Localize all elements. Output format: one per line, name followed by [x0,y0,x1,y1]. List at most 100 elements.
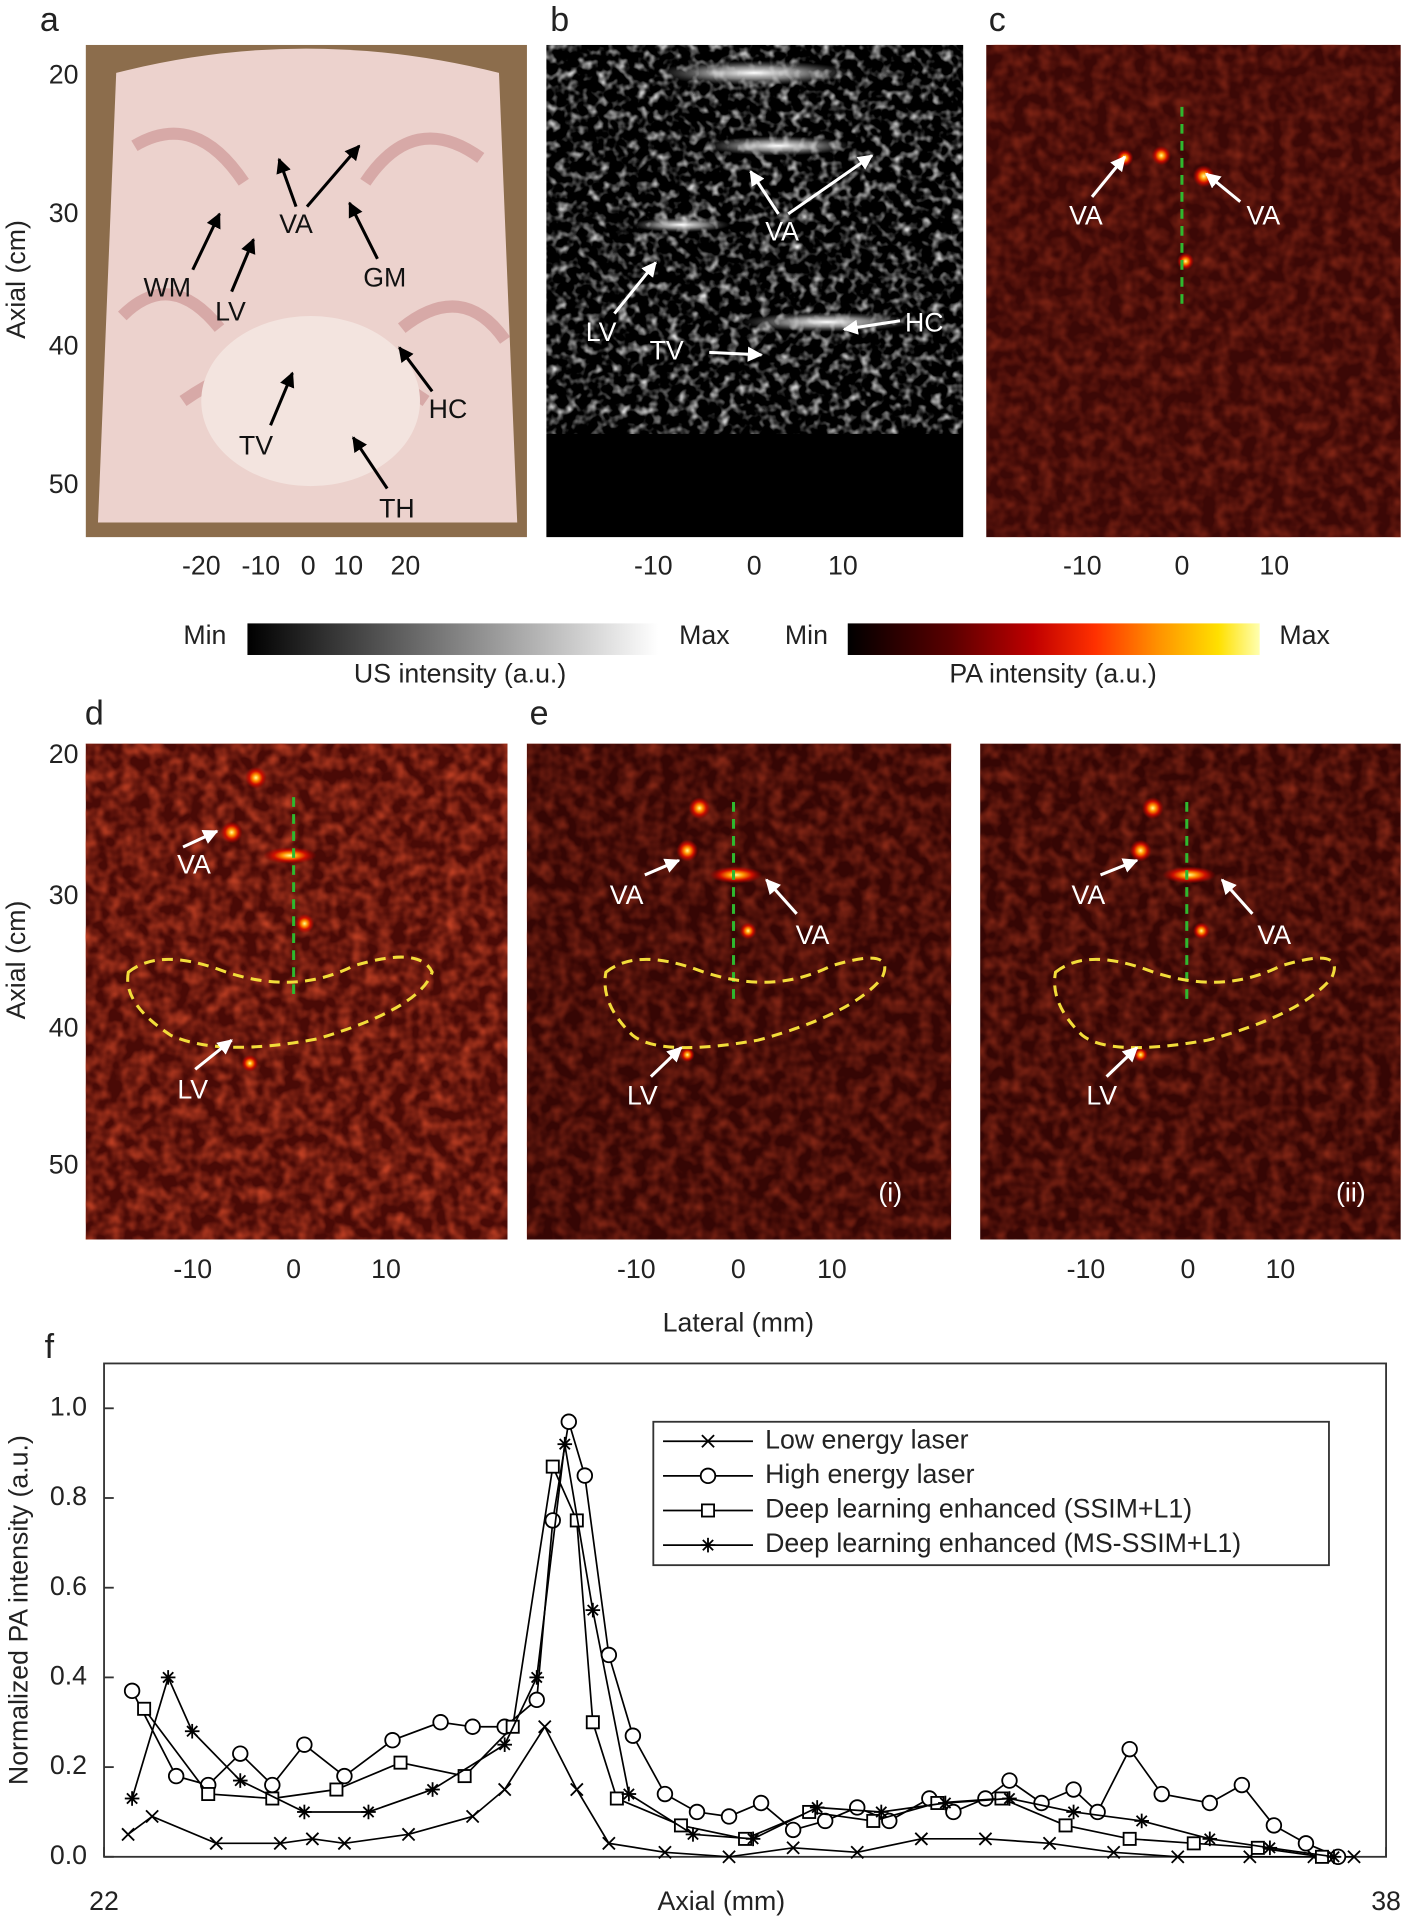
annotation: TH [379,493,415,523]
annotation: TV [650,335,684,365]
arrow [1099,858,1139,877]
arrow [1220,878,1254,915]
series-line [127,1725,1354,1858]
legend-label: Low energy laser [765,1424,969,1454]
pa-panel-c [986,44,1401,538]
x-tick-label: 10 [1265,1254,1295,1284]
data-point [685,1827,701,1842]
data-point [609,1791,624,1806]
colorbar-min: Min [785,620,828,650]
data-point [384,1731,401,1749]
x-tick-label: -20 [182,551,221,581]
data-point [160,1670,176,1685]
data-point [336,1767,353,1785]
colorbar-max: Max [679,620,730,650]
colorbar-min: Min [183,620,226,650]
roi-outline [126,955,434,1049]
data-point [465,1809,480,1824]
data-point [722,1850,736,1864]
annotation: VA [279,209,313,239]
data-point [529,1670,545,1685]
pa-panel-d [85,743,508,1240]
pa-panel-e-i [526,743,952,1240]
data-point [273,1836,288,1851]
data-point [538,1720,552,1734]
data-point [1186,1836,1201,1851]
y-tick-label: 0.4 [50,1660,87,1690]
x-tick-label: -10 [1063,551,1102,581]
arrow [305,144,361,208]
data-point [873,1804,889,1820]
data-point [209,1836,223,1851]
series-line [143,1463,1323,1858]
annotation: VA [765,216,799,246]
data-point [1058,1818,1073,1833]
data-point [752,1794,770,1812]
annotation: VA [1072,880,1106,910]
x-tick-label: -10 [173,1254,212,1284]
annotation: LV [215,297,246,327]
data-point [576,1467,594,1484]
panel-tag: (ii) [1336,1178,1366,1208]
colorbar-title: PA intensity (a.u.) [949,659,1156,689]
annotation: VA [177,849,211,879]
data-point [1326,1849,1342,1865]
arrow [269,371,295,426]
roi-outline [1053,956,1336,1050]
x-tick-label: 0 [286,1254,301,1284]
colorbar-max: Max [1279,620,1330,650]
panel-letter: d [85,695,104,733]
x-tick-label: 20 [391,551,421,581]
annotation: WM [143,272,190,302]
data-point [1134,1813,1149,1829]
data-point [121,1827,135,1842]
data-point [1001,1772,1018,1789]
arrow [351,436,389,490]
pa-panel-e-ii [980,743,1401,1240]
data-point [305,1832,320,1846]
data-point [585,1715,600,1730]
data-point [264,1776,281,1794]
x-tick-label: 10 [333,551,363,581]
arrow [182,829,219,849]
axis-title: Lateral (mm) [663,1308,814,1338]
x-tick-label: 10 [817,1254,847,1284]
photo-panel-a [85,44,527,538]
data-point [232,1745,249,1762]
data-point [297,1804,312,1820]
data-point [600,1646,618,1664]
arrow [230,237,256,293]
axis-title: Axial (cm) [1,901,31,1020]
data-point [1297,1835,1315,1852]
arrow [191,212,221,271]
data-point [432,1714,449,1731]
data-point [701,1503,715,1518]
y-axis-title: Normalized PA intensity (a.u.) [3,1435,33,1785]
data-point [658,1845,672,1860]
legend-label: High energy laser [765,1459,975,1489]
x-tick-label: 0 [731,1254,746,1284]
data-point [124,1791,140,1806]
colorbar-title: US intensity (a.u.) [354,659,566,689]
data-point [624,1727,642,1744]
data-point [329,1782,344,1797]
data-point [621,1786,637,1802]
data-point [1265,1817,1283,1834]
data-point [1153,1785,1170,1803]
data-point [544,1512,561,1529]
arrow [613,261,657,315]
data-point [784,1821,802,1839]
data-point [849,1799,866,1816]
annotation: VA [1069,201,1103,231]
data-point [167,1767,185,1785]
data-point [1250,1840,1265,1855]
annotation: VA [796,920,830,950]
data-point [1314,1849,1329,1864]
data-point [914,1832,929,1846]
data-point [145,1809,159,1824]
data-point [545,1459,560,1474]
x-tick-label: 38 [1371,1886,1401,1916]
y-tick-label: 50 [49,1150,79,1180]
